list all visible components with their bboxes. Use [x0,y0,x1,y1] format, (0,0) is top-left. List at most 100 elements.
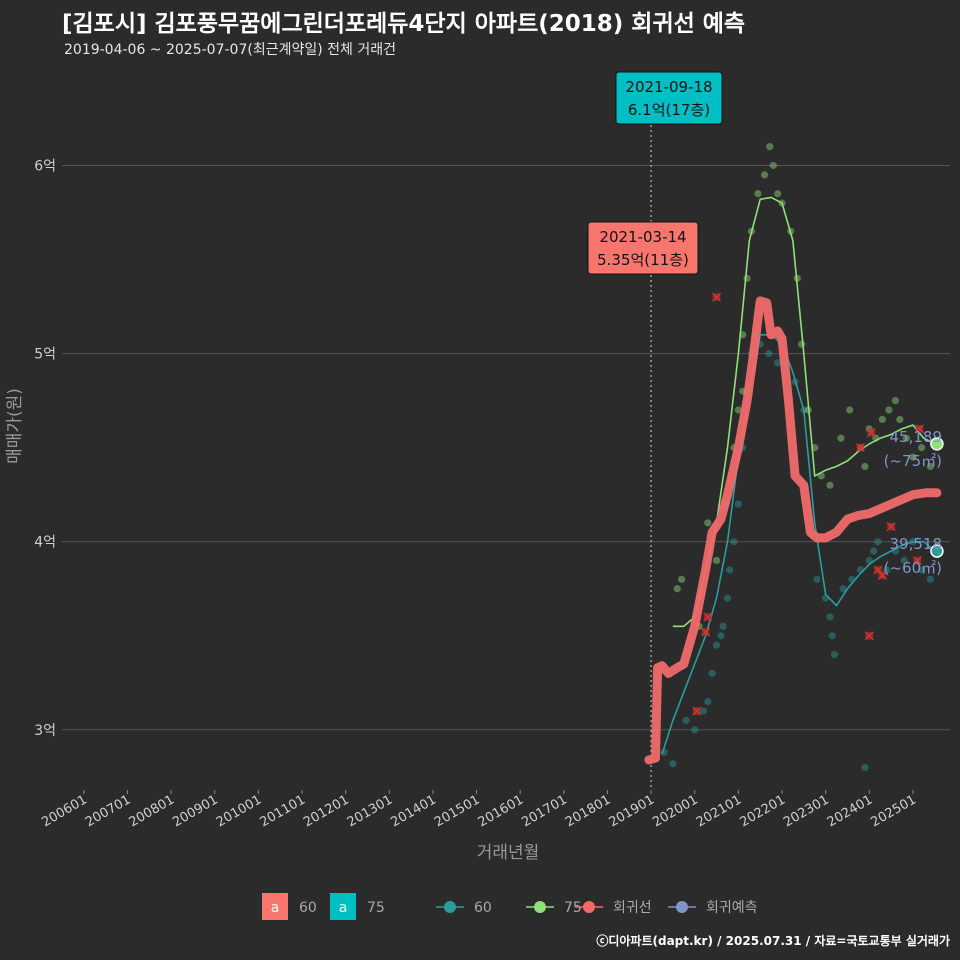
legend-key-box [330,893,356,920]
x-tick-label: 202001 [650,792,700,830]
annotation-date: 2021-03-14 [599,228,686,246]
point-60 [830,650,838,659]
legend-key-box [262,893,288,920]
point-60 [828,632,836,640]
point-60 [699,707,708,715]
point-75 [712,556,721,565]
end-label-value: 45,189 [890,428,943,446]
point-75 [766,143,774,151]
point-60 [712,641,721,649]
point-60 [813,575,821,583]
legend-key-symbol: a [271,900,280,916]
point-75 [878,415,886,424]
point-60 [861,763,869,772]
end-label-value: 39,518 [890,535,943,553]
x-tick-label: 200601 [39,792,89,830]
point-75 [902,434,910,442]
point-60 [669,760,677,768]
legend-line-dot [444,901,456,913]
point-60 [726,566,734,574]
point-75 [678,575,686,583]
x-tick-label: 201801 [563,792,613,830]
outlier-x-mark [866,428,876,438]
point-75 [861,462,869,471]
legend-key-symbol: a [339,900,348,916]
point-60 [723,594,732,602]
x-tick-label: 201101 [258,792,308,830]
point-75 [826,481,834,489]
point-75 [885,406,893,414]
point-60 [730,538,738,546]
y-tick-label: 3억 [34,723,56,739]
point-60 [883,566,891,574]
point-60 [870,547,878,555]
point-75 [896,415,904,424]
x-tick-label: 200801 [127,792,177,830]
end-point-1 [930,544,944,558]
point-60 [704,697,712,706]
point-60 [719,622,727,630]
outlier-x-mark [864,631,874,641]
annotation-box-1 [587,221,699,275]
point-60 [691,726,699,734]
point-60 [918,566,926,574]
outlier-x-mark [701,627,711,637]
point-75 [754,190,762,198]
point-75 [837,434,845,442]
point-75 [909,453,917,461]
point-75 [798,340,806,348]
point-60 [826,613,834,621]
x-tick-label: 202201 [738,792,788,830]
outlier-x-mark [856,443,866,453]
point-60 [734,500,742,508]
x-tick-label: 202401 [825,792,875,830]
x-tick-label: 202501 [868,792,918,830]
x-tick-label: 201201 [301,792,351,830]
point-75 [774,190,782,198]
legend-line-dot [583,901,595,913]
point-75 [918,444,926,452]
x-tick-label: 201901 [607,792,657,830]
legend-line-dot [676,901,688,913]
point-75 [704,519,712,527]
outlier-x-mark [886,522,896,532]
legend-line-label: 75 [564,900,582,916]
y-tick-label: 4억 [34,535,56,551]
point-60 [874,538,882,546]
x-tick-label: 201001 [214,792,264,830]
point-75 [891,397,900,405]
outlier-x-mark [712,292,722,302]
y-axis-title: 매매가(원) [5,388,25,464]
regression-line [644,296,942,765]
outlier-x-mark [703,612,713,622]
outlier-x-mark [692,706,702,716]
point-60 [774,359,782,367]
legend-line-label: 60 [474,900,492,916]
x-tick-label: 200701 [83,792,133,830]
x-tick-label: 201301 [345,792,395,830]
credit-text: ⓒ디아파트(dapt.kr) / 2025.07.31 / 자료=국토교통부 실… [596,934,950,948]
point-75 [846,406,854,414]
annotation-value: 6.1억(17층) [628,101,710,119]
annotation-value: 5.35억(11층) [597,251,689,269]
point-75 [760,171,769,179]
legend-key-label: 75 [367,900,385,916]
point-60 [717,632,725,640]
outlier-x-mark [914,424,924,434]
outlier-x-mark [912,556,922,565]
point-75 [743,274,751,282]
point-75 [734,406,742,414]
x-tick-label: 201701 [519,792,569,830]
annotation-date: 2021-09-18 [625,78,712,96]
x-axis-title: 거래년월 [477,843,540,863]
x-tick-label: 201601 [476,792,526,830]
point-60 [682,716,690,724]
point-75 [926,462,934,471]
point-60 [926,575,934,583]
x-tick-label: 200901 [170,792,220,830]
point-75 [673,585,681,593]
point-60 [708,669,716,677]
y-tick-label: 5억 [34,347,56,363]
y-tick-label: 6억 [34,158,56,174]
